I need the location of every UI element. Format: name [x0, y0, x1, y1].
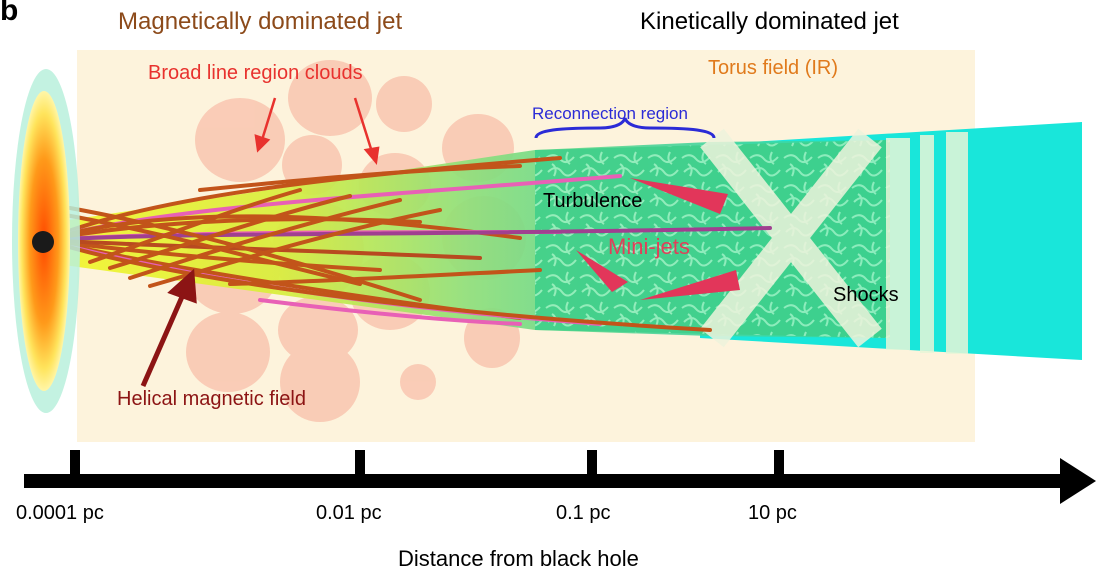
axis-title: Distance from black hole — [398, 546, 639, 571]
magnetic-jet-label: Magnetically dominated jet — [118, 8, 403, 35]
minijets-label: Mini-jets — [608, 234, 690, 259]
shock-band — [920, 135, 934, 353]
axis-tick — [587, 450, 597, 476]
mini-jets — [576, 178, 740, 300]
helical-field-label: Helical magnetic field — [117, 388, 306, 410]
axis-line — [24, 474, 1064, 488]
distance-axis — [24, 450, 1096, 504]
panel-label: b — [0, 0, 19, 27]
blr-label: Broad line region clouds — [148, 62, 363, 84]
mini-jet — [640, 270, 740, 300]
cloud — [288, 60, 372, 136]
tick-label-3: 10 pc — [748, 502, 797, 524]
blr-arrows — [254, 97, 380, 165]
torus-label: Torus field (IR) — [708, 57, 839, 79]
cloud — [280, 342, 360, 422]
mini-jet — [630, 178, 728, 214]
shocks-label: Shocks — [833, 284, 899, 306]
cloud — [400, 364, 436, 400]
axis-tick — [355, 450, 365, 476]
cloud — [195, 98, 285, 182]
turbulence-region — [535, 140, 890, 338]
shock-band — [886, 138, 910, 350]
kinetic-jet-label: Kinetically dominated jet — [640, 8, 899, 35]
shock-cross — [700, 128, 882, 348]
mini-jet — [576, 250, 628, 292]
tick-label-0: 0.0001 pc — [16, 502, 104, 524]
tick-label-2: 0.1 pc — [556, 502, 611, 524]
cloud — [376, 76, 432, 132]
reconnection-brace — [534, 117, 716, 139]
axis-arrowhead — [1060, 458, 1096, 504]
axis-tick — [774, 450, 784, 476]
tick-label-1: 0.01 pc — [316, 502, 382, 524]
reconnection-label: Reconnection region — [532, 104, 688, 123]
shock-bands — [886, 132, 968, 354]
helical-arrow — [140, 268, 197, 388]
helical-field-lines — [43, 156, 772, 332]
turbulence-label: Turbulence — [543, 190, 643, 212]
shock-band — [946, 132, 968, 354]
axis-tick — [70, 450, 80, 476]
black-hole — [32, 231, 54, 253]
cloud — [186, 312, 270, 392]
